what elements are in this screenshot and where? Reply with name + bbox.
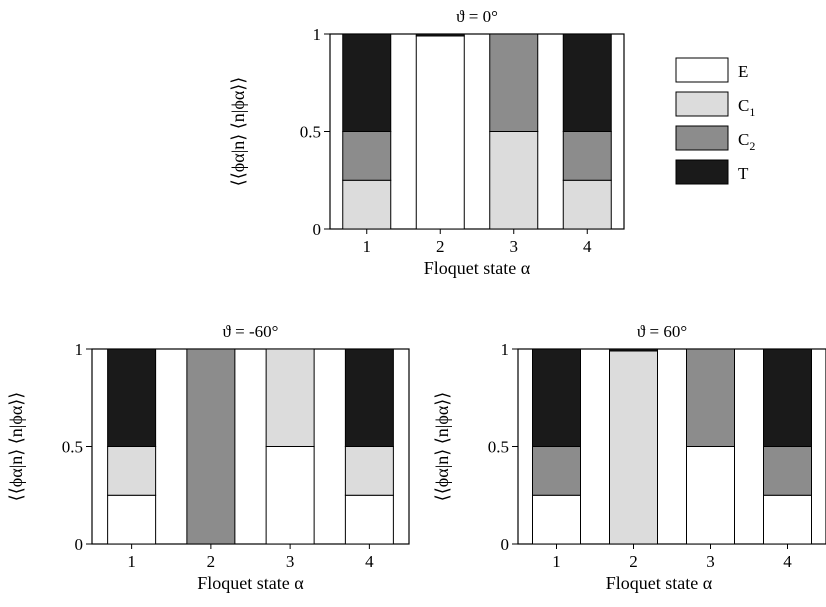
bar-segment-C1-state-4	[562, 179, 612, 230]
y-tick-label: 1	[313, 25, 322, 44]
y-tick-label: 0	[75, 535, 84, 554]
x-tick-label: 3	[510, 237, 519, 256]
bar-segment-E-state-2	[415, 35, 465, 230]
y-tick-label: 0.5	[62, 438, 83, 457]
bar-segment-C2-state-3	[489, 33, 539, 132]
x-tick-label: 2	[436, 237, 445, 256]
bar-segment-T-state-1	[532, 348, 581, 447]
bar-segment-C1-state-1	[107, 446, 157, 496]
bar-segment-T-state-4	[562, 33, 612, 132]
legend-item-C2: C2	[675, 125, 755, 153]
y-axis-title: ⟨⟨ϕα|n⟩ ⟨n|ϕα⟩⟩	[432, 392, 452, 502]
x-tick-label: 4	[365, 552, 374, 571]
legend: E C1 C2 T	[675, 57, 755, 185]
x-tick-label: 3	[286, 552, 295, 571]
legend-label: C2	[738, 130, 755, 153]
bar-segment-C1-state-2	[609, 350, 658, 545]
legend-swatch	[675, 91, 729, 117]
panel-title: ϑ = 60°	[637, 322, 687, 341]
legend-item-C1: C1	[675, 91, 755, 119]
x-axis-title: Floquet state α	[606, 573, 713, 593]
bar-segment-T-state-2	[415, 33, 465, 37]
y-tick-label: 0.5	[300, 123, 321, 142]
x-tick-label: 1	[127, 552, 136, 571]
y-tick-label: 1	[75, 340, 84, 359]
y-tick-label: 0.5	[488, 438, 509, 457]
bar-segment-C1-state-3	[489, 131, 539, 230]
y-tick-label: 1	[501, 340, 510, 359]
bar-segment-T-state-4	[763, 348, 812, 447]
x-axis-title: Floquet state α	[197, 573, 304, 593]
x-tick-label: 4	[583, 237, 592, 256]
y-axis-title: ⟨⟨ϕα|n⟩ ⟨n|ϕα⟩⟩	[6, 392, 26, 502]
panel-2: 1 2 3 4 0 0.5 1 ϑ = -60° Floquet state α ⟨⟨ϕα|n⟩ …	[6, 322, 410, 593]
bar-segment-T-state-1	[107, 348, 157, 447]
bar-segment-C2-state-4	[763, 446, 812, 496]
x-tick-label: 1	[363, 237, 372, 256]
legend-label: T	[738, 164, 749, 183]
bar-segment-T-state-4	[344, 348, 394, 447]
bar-segment-E-state-1	[107, 494, 157, 545]
legend-swatch	[675, 57, 729, 83]
legend-item-T: T	[675, 159, 749, 185]
bar-segment-T-state-1	[342, 33, 392, 132]
bar-segment-C2-state-1	[532, 446, 581, 496]
bar-segment-C2-state-3	[686, 348, 735, 447]
bar-segment-E-state-3	[265, 446, 315, 545]
bar-segment-C1-state-4	[344, 446, 394, 496]
bar-segment-C2-state-4	[562, 131, 612, 181]
bar-segment-C2-state-1	[342, 131, 392, 181]
x-tick-label: 1	[552, 552, 561, 571]
bar-segment-C1-state-3	[265, 348, 315, 447]
x-tick-label: 2	[629, 552, 638, 571]
x-axis-title: Floquet state α	[424, 258, 531, 278]
x-tick-label: 2	[207, 552, 216, 571]
legend-item-E: E	[675, 57, 748, 83]
legend-swatch	[675, 125, 729, 151]
panel-1: 1 2 3 4 0 0.5 1 ϑ = 0° Floquet state α ⟨⟨ϕα|n⟩ ⟨n…	[228, 7, 625, 278]
panel-3: 1 2 3 4 0 0.5 1 ϑ = 60° Floquet state α ⟨⟨ϕα|n⟩ ⟨…	[432, 322, 826, 593]
bar-segment-E-state-4	[763, 494, 812, 545]
panel-title: ϑ = -60°	[223, 322, 279, 341]
y-tick-label: 0	[313, 220, 322, 239]
legend-swatch	[675, 159, 729, 185]
panel-title: ϑ = 0°	[456, 7, 498, 26]
bar-segment-E-state-1	[532, 494, 581, 545]
legend-label: E	[738, 62, 748, 81]
bar-segment-C1-state-1	[342, 179, 392, 230]
bar-segment-T-state-2	[609, 348, 658, 352]
y-axis-title: ⟨⟨ϕα|n⟩ ⟨n|ϕα⟩⟩	[228, 77, 248, 187]
bar-segment-E-state-3	[686, 446, 735, 545]
x-tick-label: 4	[783, 552, 792, 571]
y-tick-label: 0	[501, 535, 510, 554]
x-tick-label: 3	[706, 552, 715, 571]
legend-label: C1	[738, 96, 755, 119]
bar-segment-E-state-4	[344, 494, 394, 545]
bar-segment-C2-state-2	[186, 348, 236, 545]
